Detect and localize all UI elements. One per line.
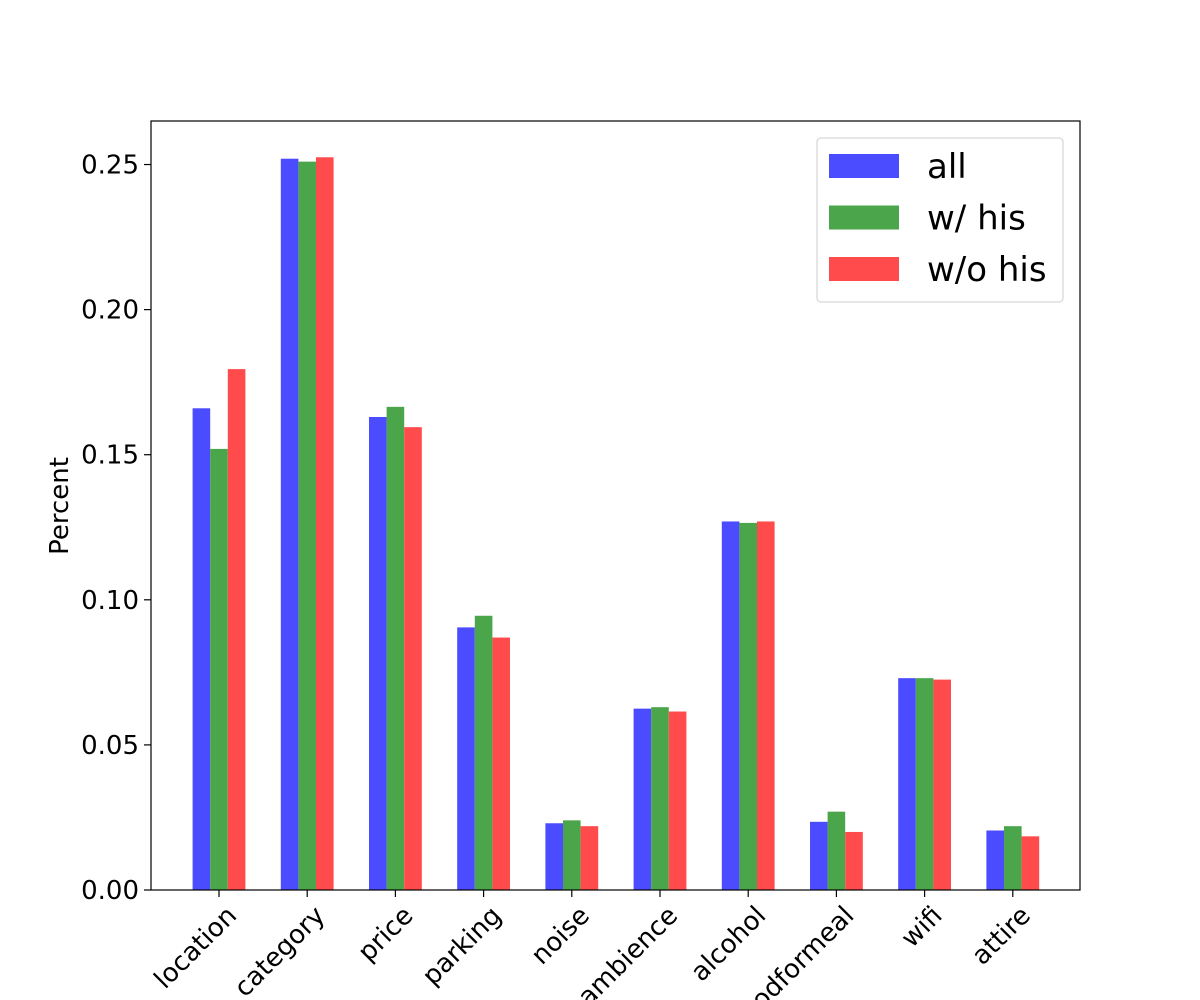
x-tick-label-noise: noise [526, 901, 596, 971]
legend-swatch-0 [829, 154, 899, 178]
y-axis-title: Percent [45, 457, 75, 555]
bar-location-w-o-his [227, 369, 246, 890]
bar-price-w-o-his [404, 427, 422, 890]
bar-category-all [280, 158, 299, 891]
y-tick-label: 0.20 [81, 296, 139, 326]
bar-goodformeal-all [810, 821, 828, 890]
plot-frame [150, 120, 1081, 891]
legend: all w/ his w/o his [816, 137, 1064, 303]
bar-parking-all [457, 627, 475, 890]
bars-group [192, 157, 1040, 891]
y-tick-label: 0.15 [81, 441, 139, 471]
legend-label-2: w/o his [927, 250, 1047, 290]
bar-goodformeal-w-o-his [845, 831, 863, 890]
y-tick-label: 0.00 [81, 876, 139, 906]
x-tick-label-price: price [352, 901, 419, 968]
bar-attire-w-his [1004, 826, 1022, 890]
bar-wifi-w-his [915, 678, 934, 890]
bar-ambience-w-o-his [668, 711, 687, 890]
y-tick-label: 0.10 [81, 586, 139, 616]
bar-noise-w-his [563, 820, 581, 890]
bar-location-all [192, 408, 211, 890]
legend-swatch-1 [829, 205, 899, 230]
bar-price-all [369, 416, 387, 890]
bar-category-w-his [298, 161, 316, 890]
bar-parking-w-o-his [492, 637, 510, 890]
x-tick-label-wifi: wifi [896, 901, 949, 954]
bar-price-w-his [386, 406, 405, 890]
bar-wifi-w-o-his [933, 679, 951, 890]
bar-noise-all [545, 823, 563, 890]
bar-ambience-w-his [651, 707, 669, 890]
bar-category-w-o-his [316, 157, 334, 890]
bar-alcohol-all [721, 521, 740, 890]
bar-noise-w-o-his [580, 826, 599, 890]
bar-goodformeal-w-his [827, 811, 846, 890]
legend-swatch-2 [829, 257, 899, 281]
bar-location-w-his [210, 448, 228, 890]
y-tick-label: 0.05 [81, 731, 139, 761]
legend-label-0: all [927, 147, 967, 187]
bar-ambience-all [633, 708, 652, 890]
y-axis: 0.00 0.05 0.10 0.15 0.20 0.25 [81, 151, 151, 906]
x-tick-label-attire: attire [966, 901, 1036, 971]
x-tick-label-alcohol: alcohol [685, 901, 772, 988]
bar-wifi-all [898, 678, 916, 890]
bar-attire-w-o-his [1021, 836, 1040, 890]
x-tick-label-category: category [229, 901, 331, 1000]
bar-attire-all [986, 830, 1004, 890]
legend-label-1: w/ his [927, 199, 1026, 239]
bar-parking-w-his [474, 615, 493, 890]
bar-alcohol-w-o-his [757, 521, 775, 890]
x-tick-label-parking: parking [417, 901, 508, 992]
bar-alcohol-w-his [739, 522, 757, 890]
y-tick-label: 0.25 [81, 151, 139, 181]
